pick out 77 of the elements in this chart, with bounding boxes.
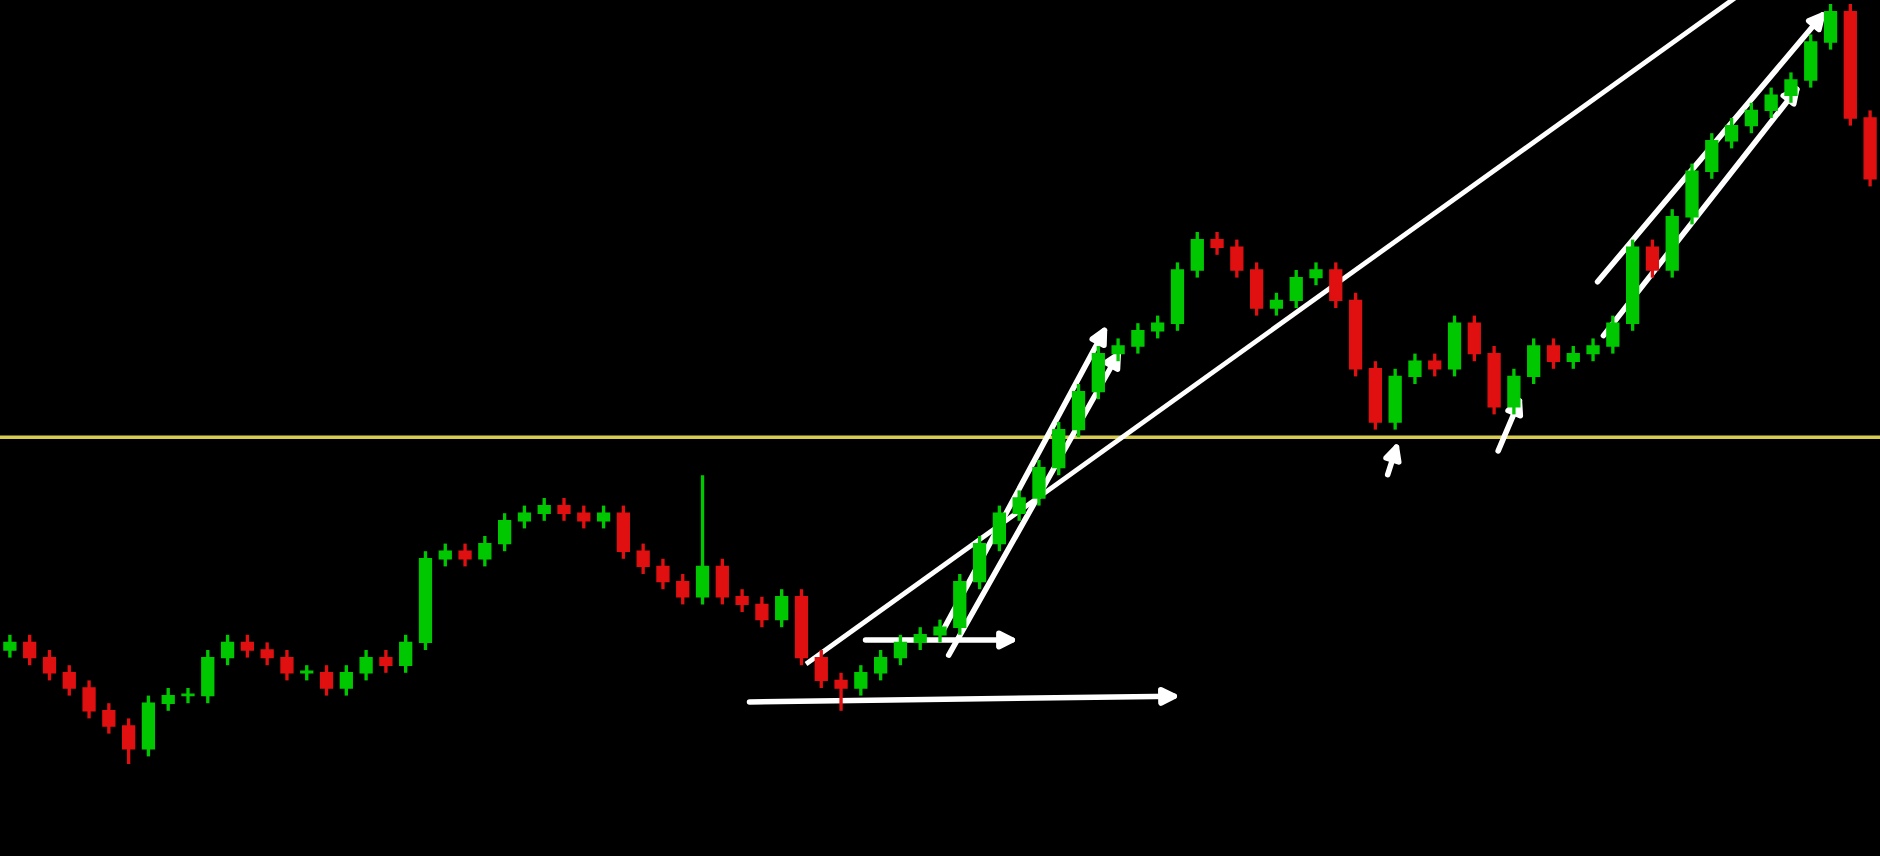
- candlestick: [1269, 291, 1284, 318]
- candlestick: [1131, 321, 1145, 356]
- candlestick: [676, 572, 690, 607]
- candlestick: [1230, 237, 1244, 280]
- candlestick: [1705, 131, 1719, 181]
- candlestick: [3, 633, 17, 660]
- candlestick: [1012, 488, 1026, 523]
- candlestick: [121, 716, 136, 766]
- candlestick: [1071, 382, 1086, 439]
- candlestick: [735, 587, 749, 614]
- candlestick: [775, 587, 789, 629]
- candlestick: [1388, 367, 1402, 432]
- candlestick: [1546, 336, 1561, 371]
- candlestick: [23, 633, 37, 667]
- candlestick: [873, 648, 888, 683]
- candlestick: [992, 503, 1007, 553]
- candlestick: [537, 496, 551, 523]
- candlestick: [893, 633, 908, 667]
- candlestick: [1190, 230, 1204, 280]
- candlestick: [1645, 237, 1660, 280]
- candlestick: [399, 633, 413, 675]
- candlestick: [220, 633, 235, 667]
- candlestick: [1823, 2, 1838, 52]
- candlestick: [557, 496, 571, 523]
- candlestick: [1784, 70, 1798, 105]
- candlestick: [1606, 313, 1620, 356]
- candlestick: [1408, 351, 1422, 386]
- candlestick: [913, 625, 927, 652]
- candlestick: [319, 663, 334, 698]
- candlestick: [240, 633, 255, 660]
- candlestick: [458, 541, 472, 569]
- candlestick: [82, 678, 96, 721]
- candlestick: [260, 640, 274, 667]
- candlestick: [834, 671, 848, 713]
- candlestick: [1032, 458, 1046, 508]
- candlestick: [1685, 161, 1699, 227]
- candlestick: [1744, 101, 1759, 135]
- candlestick: [1527, 336, 1541, 386]
- candlestick: [616, 503, 631, 561]
- candlestick: [478, 534, 492, 569]
- candlestick: [1249, 260, 1264, 318]
- candlestick: [379, 648, 393, 675]
- candlestick: [1804, 32, 1818, 90]
- candlestick: [1210, 230, 1224, 257]
- candlestick: [1329, 260, 1343, 310]
- candlestick: [339, 663, 353, 698]
- candlestick: [636, 541, 650, 576]
- candlestick: [755, 595, 769, 629]
- candlestick: [1309, 260, 1323, 287]
- candlestick: [359, 648, 373, 683]
- candlestick: [141, 693, 156, 759]
- candlestick: [102, 701, 116, 736]
- candlestick: [1052, 420, 1066, 477]
- candlestick: [62, 663, 76, 698]
- candlestick: [181, 686, 195, 705]
- candlestick: [1764, 85, 1778, 120]
- candlestick: [1289, 268, 1303, 310]
- candlestick: [814, 648, 828, 690]
- candlestick: [933, 617, 947, 645]
- candlestick: [715, 557, 729, 607]
- candlestick: [497, 511, 512, 553]
- candlestick: [1507, 367, 1521, 417]
- candlestick: [1111, 336, 1125, 363]
- candlestick: [953, 572, 967, 637]
- candlestick: [161, 686, 175, 713]
- candlestick: [1447, 313, 1462, 379]
- candlestick: [854, 663, 868, 698]
- candlestick: [656, 557, 670, 591]
- candlestick: [1467, 313, 1481, 363]
- candlestick: [1724, 116, 1739, 151]
- candlestick: [42, 648, 57, 683]
- candlestick: [695, 473, 710, 607]
- candlestick: [1566, 344, 1580, 371]
- candlestick: [1586, 336, 1600, 363]
- candlestick: [201, 648, 215, 705]
- candlestick: [972, 534, 987, 591]
- candlestick: [280, 648, 294, 683]
